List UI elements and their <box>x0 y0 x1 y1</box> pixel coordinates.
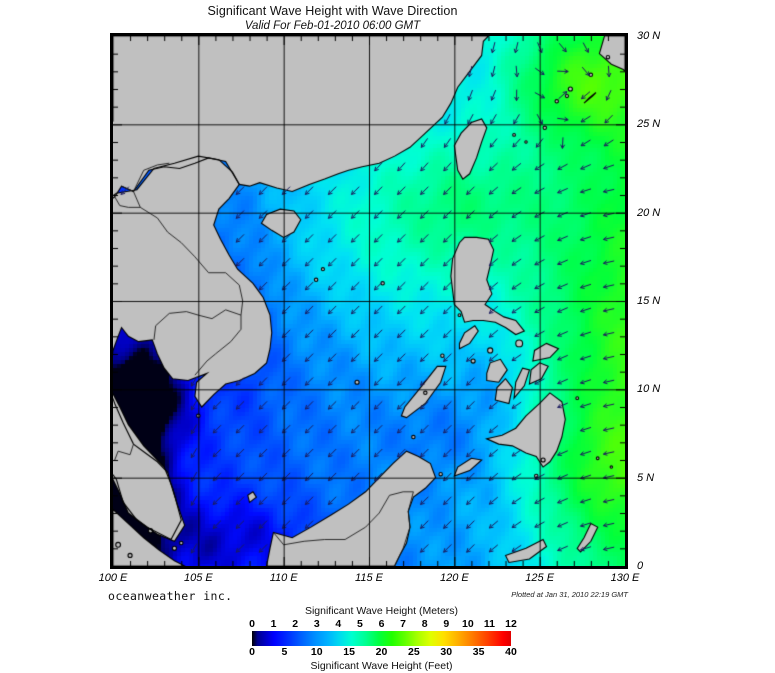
colorbar-title-meters: Significant Wave Height (Meters) <box>304 605 459 617</box>
chart-title-block: Significant Wave Height with Wave Direct… <box>0 4 665 33</box>
x-tick-label: 105 E <box>183 572 213 584</box>
x-tick-label: 130 E <box>610 572 640 584</box>
y-tick-label: 5 N <box>637 471 655 484</box>
colorbar-title-feet: Significant Wave Height (Feet) <box>310 660 453 672</box>
colorbar-tick: 9 <box>443 618 450 630</box>
colorbar-tick: 0 <box>249 646 255 658</box>
chart-subtitle: Valid For Feb-01-2010 06:00 GMT <box>244 20 421 32</box>
colorbar-tick: 3 <box>313 618 320 630</box>
colorbar-tick: 5 <box>356 618 363 630</box>
colorbar-tick: 1 <box>270 618 277 630</box>
x-tick-label: 125 E <box>525 572 555 584</box>
colorbar-gradient <box>252 631 511 646</box>
colorbar-tick: 5 <box>281 646 288 658</box>
x-tick-label: 110 E <box>269 572 298 584</box>
y-tick-label: 0 <box>637 560 644 572</box>
colorbar-tick: 25 <box>408 646 420 658</box>
x-tick-label: 115 E <box>355 572 383 584</box>
colorbar-ticks-feet: 0 5 10 15 20 25 30 35 40 <box>249 646 517 659</box>
colorbar-tick: 7 <box>400 618 406 630</box>
colorbar-tick: 6 <box>378 618 385 630</box>
colorbar-tick: 10 <box>461 618 474 630</box>
x-tick-label: 120 E <box>439 572 469 584</box>
page-title: Significant Wave Height with Wave Direct… <box>207 4 458 18</box>
colorbar-tick: 40 <box>505 646 517 658</box>
colorbar-ticks-meters: 0 1 2 3 4 5 6 7 8 9 10 11 12 <box>249 618 517 631</box>
y-tick-label: 20 N <box>637 206 661 219</box>
plotted-timestamp: Plotted at Jan 31, 2010 22:19 GMT <box>511 590 628 599</box>
colorbar-tick: 8 <box>421 618 428 630</box>
y-tick-label: 15 N <box>637 295 661 307</box>
y-tick-label: 25 N <box>637 118 661 131</box>
colorbar-tick: 35 <box>472 646 485 658</box>
oceanweather-credit: oceanweather inc. <box>108 589 233 603</box>
colorbar-tick: 15 <box>343 646 355 658</box>
y-tick-label: 10 N <box>637 383 661 396</box>
colorbar-tick: 4 <box>335 618 342 630</box>
colorbar-tick: 10 <box>310 646 323 658</box>
map-plot-area[interactable] <box>110 33 628 569</box>
y-tick-label: 30 N <box>637 30 661 42</box>
colorbar-tick: 30 <box>440 646 453 658</box>
colorbar-tick: 20 <box>375 646 388 658</box>
wave-height-map-canvas[interactable] <box>113 36 625 566</box>
colorbar-tick: 11 <box>483 618 495 630</box>
x-tick-label: 100 E <box>98 572 128 584</box>
colorbar-tick: 2 <box>292 618 299 630</box>
colorbar-tick: 0 <box>249 618 255 630</box>
colorbar-tick: 12 <box>505 618 517 630</box>
